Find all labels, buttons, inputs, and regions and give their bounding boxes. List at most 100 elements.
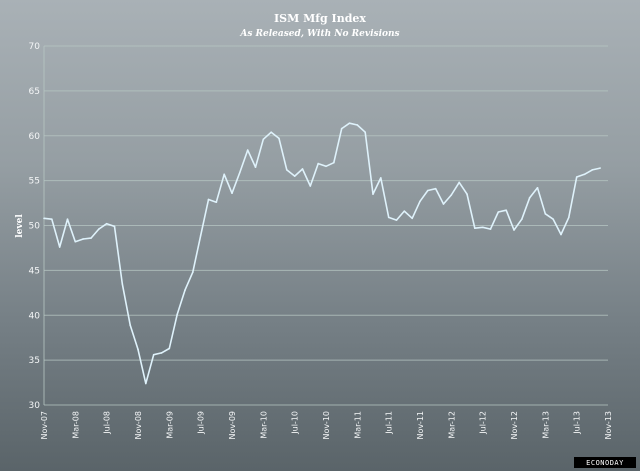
- data-point: [599, 167, 601, 169]
- data-point: [387, 216, 390, 219]
- data-point: [544, 213, 547, 215]
- data-point: [575, 176, 578, 178]
- x-tick-label: Mar-10: [259, 411, 268, 439]
- x-tick-label: Nov-10: [322, 411, 331, 439]
- y-tick-label: 60: [29, 132, 41, 142]
- data-point: [168, 347, 171, 350]
- y-tick-label: 40: [29, 311, 41, 321]
- data-point: [591, 169, 594, 171]
- x-tick-label: Nov-12: [510, 411, 519, 439]
- data-point: [309, 185, 312, 187]
- data-point: [372, 193, 374, 195]
- data-point: [403, 210, 406, 212]
- data-point: [231, 192, 233, 194]
- chart-title: ISM Mfg Index: [274, 12, 366, 25]
- y-tick-label: 55: [29, 177, 40, 187]
- data-point: [528, 196, 531, 199]
- x-tick-label: Jul-11: [385, 411, 394, 435]
- data-point: [340, 127, 343, 130]
- x-tick-label: Nov-13: [604, 411, 613, 439]
- data-point: [442, 203, 445, 205]
- data-point: [254, 166, 257, 168]
- data-point: [199, 234, 202, 237]
- data-point: [356, 124, 359, 126]
- data-point: [215, 201, 218, 203]
- data-point: [325, 165, 327, 168]
- data-point: [583, 173, 586, 176]
- data-point: [513, 229, 515, 231]
- data-point: [98, 228, 100, 230]
- data-point: [474, 227, 476, 229]
- data-point: [58, 246, 61, 248]
- x-tick-label: Nov-08: [134, 411, 143, 439]
- gridlines: [43, 45, 608, 406]
- y-tick-label: 30: [29, 401, 41, 411]
- data-point: [411, 217, 413, 220]
- data-point: [301, 168, 304, 170]
- data-point: [262, 138, 265, 141]
- y-axis-label: level: [15, 214, 25, 238]
- data-point: [434, 187, 437, 190]
- data-point: [560, 233, 562, 236]
- data-point: [278, 137, 280, 140]
- y-tick-label: 65: [29, 87, 40, 97]
- data-point: [427, 189, 429, 192]
- series-line: [43, 122, 601, 385]
- data-point: [489, 228, 492, 230]
- data-point: [82, 238, 84, 240]
- data-point: [74, 240, 77, 243]
- data-point: [239, 171, 241, 174]
- data-point: [129, 324, 131, 326]
- data-point: [293, 175, 296, 177]
- data-point: [286, 169, 288, 171]
- y-tick-label: 50: [29, 222, 41, 232]
- data-point: [192, 271, 194, 273]
- data-point: [450, 194, 453, 196]
- x-tick-label: Jul-09: [197, 411, 206, 435]
- data-point: [481, 226, 484, 229]
- data-point: [458, 181, 460, 184]
- x-tick-label: Mar-12: [447, 411, 456, 439]
- logo-box: [574, 457, 636, 468]
- y-tick-label: 70: [29, 42, 41, 52]
- data-point: [270, 131, 272, 133]
- data-point: [90, 237, 92, 239]
- data-point: [43, 217, 45, 220]
- data-point: [497, 211, 500, 213]
- data-point: [536, 187, 539, 189]
- y-tick-label: 45: [29, 266, 40, 276]
- data-point: [184, 289, 186, 291]
- data-point: [51, 218, 53, 221]
- logo-text: ECONODAY: [586, 459, 624, 467]
- x-axis-ticks: Nov-07 Mar-08 Jul-08 Nov-08 Mar-09 Jul-09 Nov-…: [40, 411, 613, 439]
- data-point: [145, 382, 147, 385]
- x-tick-label: Mar-11: [353, 411, 362, 439]
- data-point: [333, 161, 335, 164]
- data-point: [466, 193, 468, 195]
- data-point: [364, 131, 366, 133]
- data-point: [105, 222, 108, 225]
- data-point: [66, 218, 69, 221]
- data-point: [395, 219, 398, 221]
- data-point: [137, 348, 139, 351]
- x-tick-label: Nov-09: [228, 411, 237, 439]
- data-point: [176, 313, 178, 316]
- x-tick-label: Nov-07: [40, 411, 49, 439]
- y-tick-label: 35: [29, 356, 40, 366]
- data-point: [505, 209, 507, 212]
- data-point: [223, 173, 225, 176]
- data-point: [521, 218, 523, 221]
- x-tick-label: Jul-08: [103, 411, 112, 435]
- data-point: [207, 198, 210, 201]
- data-point: [348, 122, 351, 124]
- data-point: [568, 216, 570, 219]
- x-tick-label: Jul-13: [573, 411, 582, 435]
- data-point: [317, 162, 319, 165]
- series-group: [43, 122, 601, 385]
- data-point: [121, 283, 124, 285]
- x-tick-label: Mar-08: [71, 411, 80, 439]
- data-point: [552, 218, 554, 221]
- data-point: [380, 177, 382, 179]
- data-point: [152, 353, 155, 356]
